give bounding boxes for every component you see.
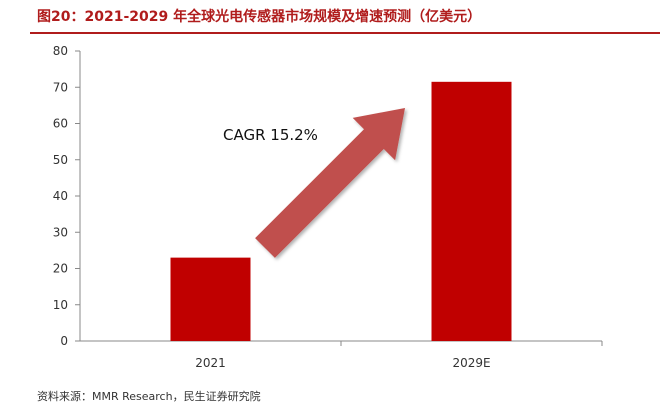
- y-tick-label: 0: [60, 334, 68, 348]
- y-tick-label: 10: [53, 298, 68, 312]
- x-tick-label: 2029E: [452, 356, 490, 370]
- title-divider: [30, 32, 660, 34]
- y-tick-label: 50: [53, 153, 68, 167]
- growth-arrow: [255, 108, 405, 258]
- y-tick-label: 20: [53, 262, 68, 276]
- bar-2029E: [431, 81, 512, 341]
- x-axis: 2021 2029E: [80, 340, 603, 370]
- y-tick-label: 40: [53, 189, 68, 203]
- source-note: 资料来源：MMR Research，民生证券研究院: [37, 390, 261, 403]
- y-tick-label: 60: [53, 117, 68, 131]
- cagr-annotation: CAGR 15.2%: [223, 126, 318, 144]
- x-tick-label: 2021: [195, 356, 226, 370]
- y-tick-label: 70: [53, 80, 68, 94]
- chart-title: 图20：2021-2029 年全球光电传感器市场规模及增速预测（亿美元）: [37, 9, 482, 25]
- y-tick-label: 80: [53, 44, 68, 58]
- bars: [170, 81, 512, 341]
- y-tick-label: 30: [53, 225, 68, 239]
- growth-arrow-shape: [255, 108, 405, 258]
- bar-chart: 0 10 20 30 40 50 60 70 80 2021 2029E CAGR 15.2%: [53, 44, 603, 370]
- y-axis: 0 10 20 30 40 50 60 70 80: [53, 44, 81, 348]
- bar-2021: [170, 257, 251, 341]
